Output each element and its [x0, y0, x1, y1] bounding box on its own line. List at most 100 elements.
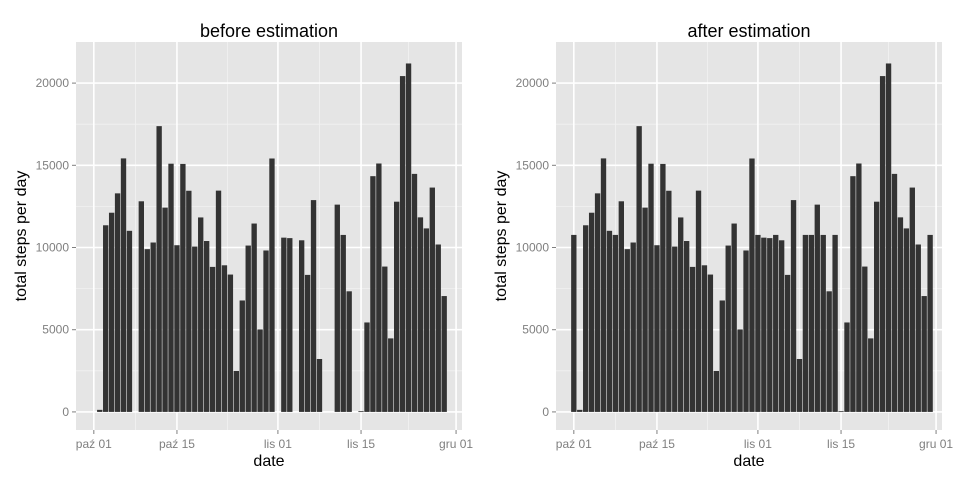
bar: [251, 223, 257, 412]
bar: [624, 249, 630, 412]
bar: [174, 245, 180, 412]
bar: [162, 207, 168, 412]
x-tick-label: paź 01: [556, 437, 592, 451]
bar: [334, 204, 340, 412]
x-tick-label: gru 01: [439, 437, 473, 451]
bar: [340, 234, 346, 412]
x-tick-label: lis 01: [264, 437, 292, 451]
y-axis-title: total steps per day: [493, 171, 510, 302]
bar: [683, 241, 690, 412]
bar: [245, 245, 251, 412]
chart-panel-1: 0 5000 10000 15000 20000 paź 01 paź 15 lis 01 li…: [13, 21, 473, 470]
bar: [618, 201, 624, 412]
bar: [844, 322, 850, 412]
bar: [233, 370, 240, 412]
bar: [114, 193, 121, 412]
bar: [310, 200, 317, 412]
bar: [707, 274, 714, 412]
x-axis-title: date: [733, 453, 764, 470]
bar: [891, 173, 898, 412]
chart-title: after estimation: [687, 21, 810, 41]
x-tick-label: lis 01: [744, 437, 772, 451]
bar: [203, 241, 210, 412]
bar: [874, 201, 880, 412]
chart-title: before estimation: [200, 21, 338, 41]
bar: [885, 63, 892, 412]
chart-panel-2: 0 5000 10000 15000 20000 paź 01 paź 15 lis 01 li…: [493, 21, 953, 470]
bar: [755, 234, 761, 412]
bar: [814, 204, 820, 412]
bar: [168, 163, 174, 412]
bar: [186, 190, 192, 412]
bar: [790, 200, 797, 412]
bar: [108, 212, 115, 412]
bar: [909, 187, 915, 412]
bar: [192, 246, 198, 412]
bar: [281, 237, 287, 412]
bar: [600, 158, 607, 412]
y-tick-label: 0: [62, 405, 69, 419]
y-tick-label: 15000: [36, 158, 70, 172]
bar: [399, 76, 406, 412]
bar: [921, 296, 927, 412]
bar: [731, 223, 737, 412]
bar: [737, 329, 743, 412]
bar: [725, 245, 731, 412]
y-tick-label: 10000: [36, 241, 70, 255]
bar: [838, 411, 844, 413]
bar: [382, 266, 388, 412]
bar: [97, 409, 103, 412]
y-tick-label: 15000: [516, 158, 550, 172]
bar: [767, 238, 773, 412]
x-axis-title: date: [253, 453, 284, 470]
bar: [388, 338, 394, 412]
bar: [370, 176, 376, 412]
bar: [138, 201, 144, 412]
bar: [606, 230, 613, 412]
bar: [156, 126, 162, 412]
bar: [269, 158, 275, 412]
bar: [405, 63, 412, 412]
x-tick-label: paź 15: [639, 437, 675, 451]
y-tick-label: 5000: [522, 323, 549, 337]
bar: [198, 217, 204, 412]
bar: [441, 296, 447, 412]
bar: [126, 230, 133, 412]
bar: [642, 207, 648, 412]
bar: [672, 246, 678, 412]
bar: [808, 234, 815, 412]
x-tick-label: paź 15: [159, 437, 195, 451]
bar: [227, 274, 234, 412]
bar: [144, 249, 150, 412]
bar: [897, 217, 904, 412]
bar: [411, 173, 418, 412]
bar: [713, 370, 720, 412]
bar: [701, 265, 708, 412]
bar: [346, 291, 352, 412]
bar: [429, 187, 435, 412]
bar: [784, 274, 791, 412]
bar: [660, 163, 666, 412]
bar: [180, 163, 186, 412]
bar: [287, 238, 293, 412]
bar: [630, 242, 636, 412]
bar: [103, 225, 109, 412]
bar: [695, 190, 702, 412]
bar: [417, 217, 424, 412]
bar: [120, 158, 127, 412]
x-tick-label: gru 01: [919, 437, 953, 451]
bar: [719, 300, 725, 412]
bar: [577, 409, 583, 412]
y-tick-label: 0: [542, 405, 549, 419]
bar: [796, 358, 803, 412]
bar: [209, 266, 216, 412]
x-tick-label: lis 15: [827, 437, 855, 451]
bar: [648, 163, 654, 412]
bar: [583, 225, 589, 412]
bar: [856, 163, 862, 412]
bar: [820, 234, 826, 412]
y-tick-label: 5000: [42, 323, 69, 337]
bar: [364, 322, 370, 412]
bar: [826, 291, 832, 412]
